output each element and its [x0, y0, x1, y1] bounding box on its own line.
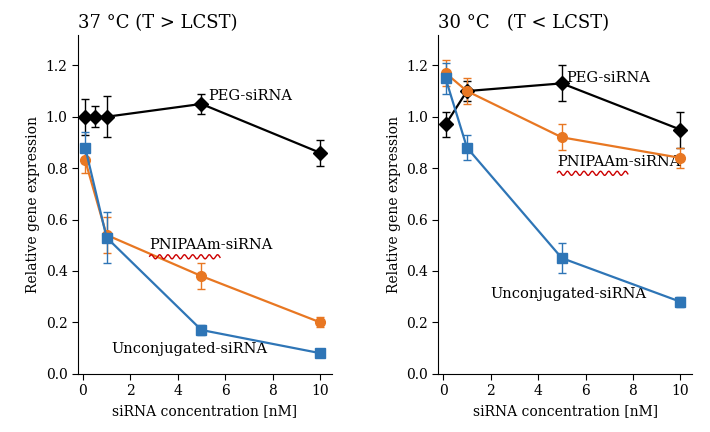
X-axis label: siRNA concentration [nM]: siRNA concentration [nM]	[473, 403, 658, 418]
X-axis label: siRNA concentration [nM]: siRNA concentration [nM]	[112, 403, 297, 418]
Y-axis label: Relative gene expression: Relative gene expression	[387, 116, 400, 292]
Text: Unconjugated-siRNA: Unconjugated-siRNA	[491, 287, 647, 301]
Text: Unconjugated-siRNA: Unconjugated-siRNA	[111, 342, 268, 356]
Text: 37 °C (T > LCST): 37 °C (T > LCST)	[78, 14, 238, 32]
Text: 30 °C   (T < LCST): 30 °C (T < LCST)	[439, 14, 610, 32]
Text: PNIPAAm-siRNA: PNIPAAm-siRNA	[149, 238, 273, 252]
Text: PEG-siRNA: PEG-siRNA	[209, 89, 293, 103]
Text: PEG-siRNA: PEG-siRNA	[567, 71, 650, 85]
Y-axis label: Relative gene expression: Relative gene expression	[26, 116, 40, 292]
Text: PNIPAAm-siRNA: PNIPAAm-siRNA	[557, 155, 680, 169]
